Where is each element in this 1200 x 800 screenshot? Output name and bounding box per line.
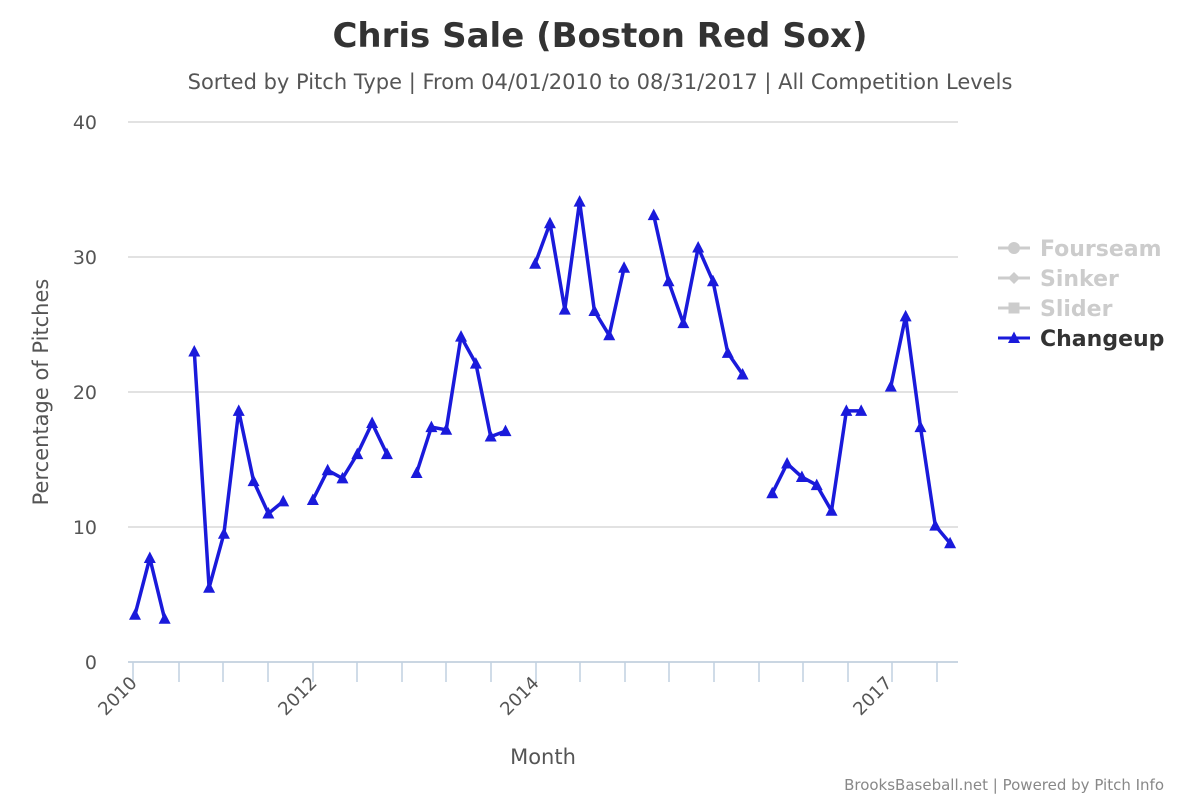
data-point-marker[interactable] xyxy=(143,551,156,564)
data-point-marker[interactable] xyxy=(188,345,201,357)
data-point-marker[interactable] xyxy=(766,486,779,499)
data-point-marker[interactable] xyxy=(618,261,631,273)
legend-label: Sinker xyxy=(1040,267,1119,292)
y-tick-label: 40 xyxy=(73,112,97,134)
series-line-segment xyxy=(133,556,167,620)
legend-item-fourseam[interactable]: Fourseam xyxy=(998,237,1162,262)
data-point-marker[interactable] xyxy=(440,423,453,435)
x-tick-label: 2012 xyxy=(274,673,321,720)
series-line-segment xyxy=(311,421,389,501)
series-changeup xyxy=(129,195,957,624)
data-point-marker[interactable] xyxy=(410,466,423,479)
chart-subtitle: Sorted by Pitch Type | From 04/01/2010 t… xyxy=(188,70,1013,95)
data-point-marker[interactable] xyxy=(247,474,260,487)
series-line-segment xyxy=(414,334,507,474)
legend-label: Fourseam xyxy=(1040,237,1162,262)
data-point-marker[interactable] xyxy=(677,316,690,329)
data-point-marker[interactable] xyxy=(232,404,245,416)
data-point-marker[interactable] xyxy=(855,404,868,416)
x-axis xyxy=(128,661,958,682)
legend-item-slider[interactable]: Slider xyxy=(998,297,1113,322)
data-point-marker[interactable] xyxy=(203,581,216,593)
data-point-marker[interactable] xyxy=(884,380,897,392)
y-tick-label: 0 xyxy=(85,652,97,674)
series-line-segment xyxy=(192,351,285,590)
legend-label: Changeup xyxy=(1040,327,1164,352)
data-point-marker[interactable] xyxy=(351,447,364,460)
data-point-marker[interactable] xyxy=(558,303,571,315)
data-point-marker[interactable] xyxy=(706,274,719,287)
y-axis-ticks: 0 10 20 30 40 xyxy=(73,112,97,674)
data-point-marker[interactable] xyxy=(840,404,853,416)
data-point-marker[interactable] xyxy=(662,274,675,287)
chart-title: Chris Sale (Boston Red Sox) xyxy=(332,16,867,56)
data-point-marker[interactable] xyxy=(469,357,482,369)
data-point-marker[interactable] xyxy=(158,612,171,624)
triangle-marker-icon xyxy=(1008,331,1020,343)
data-point-marker[interactable] xyxy=(929,519,942,531)
legend: Fourseam Sinker Slider Changeup xyxy=(998,237,1164,352)
data-point-marker[interactable] xyxy=(795,470,808,483)
data-point-marker[interactable] xyxy=(306,493,319,506)
x-tick-label: 2017 xyxy=(849,673,896,720)
data-point-marker[interactable] xyxy=(573,195,586,207)
data-point-marker[interactable] xyxy=(944,536,957,549)
data-point-marker[interactable] xyxy=(736,367,749,380)
x-tick-label: 2010 xyxy=(94,673,141,720)
data-point-marker[interactable] xyxy=(262,507,275,519)
legend-item-changeup[interactable]: Changeup xyxy=(998,327,1164,352)
data-point-marker[interactable] xyxy=(543,216,556,229)
data-point-marker[interactable] xyxy=(529,257,542,269)
data-point-marker[interactable] xyxy=(721,346,734,358)
data-point-marker[interactable] xyxy=(129,608,141,620)
data-point-marker[interactable] xyxy=(321,463,334,476)
x-axis-ticks: 2010 2012 2014 2017 xyxy=(94,673,896,720)
diamond-marker-icon xyxy=(1008,272,1020,284)
data-point-marker[interactable] xyxy=(825,504,838,516)
data-point-marker[interactable] xyxy=(217,527,230,539)
data-point-marker[interactable] xyxy=(781,457,794,469)
data-point-marker[interactable] xyxy=(380,447,393,460)
data-point-marker[interactable] xyxy=(914,420,927,433)
data-point-marker[interactable] xyxy=(647,208,660,221)
y-axis-title: Percentage of Pitches xyxy=(29,279,53,506)
data-point-marker[interactable] xyxy=(603,328,616,341)
data-point-marker[interactable] xyxy=(277,494,290,507)
circle-marker-icon xyxy=(1008,242,1020,254)
x-axis-title: Month xyxy=(510,745,576,769)
data-point-marker[interactable] xyxy=(499,424,512,437)
y-tick-label: 30 xyxy=(73,247,97,269)
data-point-marker[interactable] xyxy=(455,330,468,342)
data-point-marker[interactable] xyxy=(692,241,705,253)
legend-label: Slider xyxy=(1040,297,1113,322)
credits[interactable]: BrooksBaseball.net | Powered by Pitch In… xyxy=(844,776,1164,794)
data-point-marker[interactable] xyxy=(425,420,438,433)
grid xyxy=(128,121,958,663)
y-tick-label: 20 xyxy=(73,382,97,404)
data-point-marker[interactable] xyxy=(810,478,823,491)
legend-item-sinker[interactable]: Sinker xyxy=(998,267,1119,292)
data-point-marker[interactable] xyxy=(366,416,379,429)
data-point-marker[interactable] xyxy=(336,471,349,484)
data-point-marker[interactable] xyxy=(484,430,497,442)
data-point-marker[interactable] xyxy=(899,309,912,322)
y-tick-label: 10 xyxy=(73,517,97,539)
square-marker-icon xyxy=(1008,302,1020,314)
data-point-marker[interactable] xyxy=(588,304,601,317)
